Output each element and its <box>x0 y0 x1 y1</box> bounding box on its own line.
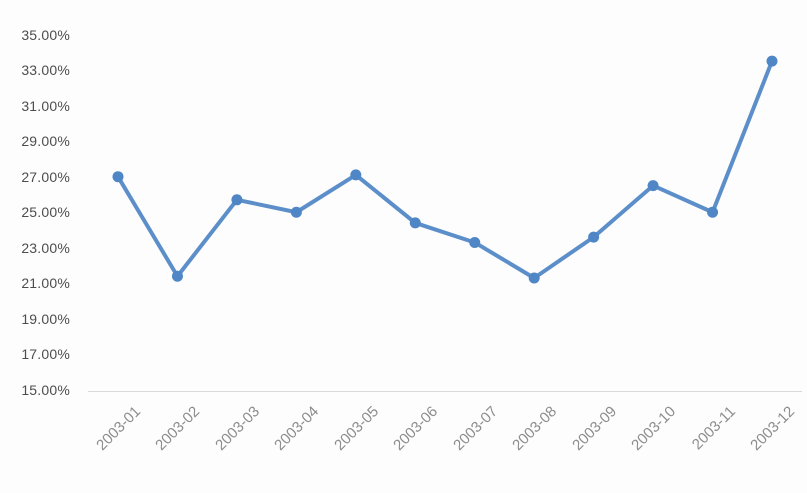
y-axis-tick-label: 21.00% <box>21 275 70 292</box>
y-axis-tick-label: 35.00% <box>21 26 70 43</box>
series-markers <box>112 55 778 284</box>
y-axis-tick-label: 17.00% <box>21 346 70 363</box>
y-axis-tick-label: 31.00% <box>21 97 70 114</box>
y-axis-tick-label: 25.00% <box>21 204 70 221</box>
y-axis-tick-label: 33.00% <box>21 62 70 79</box>
data-point-2003-04 <box>290 206 302 218</box>
data-point-2003-11 <box>707 206 719 218</box>
data-point-2003-06 <box>409 217 421 229</box>
data-point-2003-07 <box>469 236 481 248</box>
data-point-2003-05 <box>350 169 362 181</box>
y-axis-tick-label: 29.00% <box>21 133 70 150</box>
y-axis-tick-label: 27.00% <box>21 168 70 185</box>
data-point-2003-03 <box>231 194 243 206</box>
data-point-2003-12 <box>766 55 778 67</box>
data-point-2003-09 <box>588 231 600 243</box>
data-point-2003-02 <box>171 270 183 282</box>
data-point-2003-01 <box>112 171 124 183</box>
data-point-2003-10 <box>647 180 659 192</box>
x-axis-baseline <box>88 391 802 392</box>
y-axis-tick-label: 19.00% <box>21 310 70 327</box>
data-point-2003-08 <box>528 272 540 284</box>
y-axis-tick-label: 15.00% <box>21 382 70 398</box>
y-axis-tick-label: 23.00% <box>21 239 70 256</box>
series-line <box>116 59 774 281</box>
